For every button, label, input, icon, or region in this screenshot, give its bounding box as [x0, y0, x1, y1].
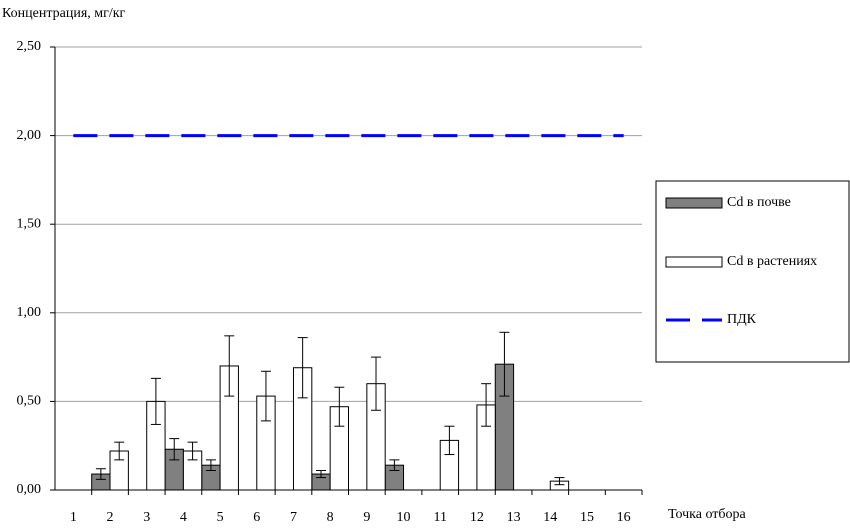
x-tick-label: 7	[290, 510, 297, 525]
x-tick-label: 3	[143, 510, 150, 525]
legend-swatch	[665, 256, 723, 268]
legend-label: Cd в растениях	[727, 254, 817, 269]
x-tick-label: 2	[107, 510, 114, 525]
error-bar	[554, 477, 565, 486]
y-tick-label: 0,00	[17, 482, 42, 497]
error-bar	[187, 441, 198, 461]
x-tick-label: 8	[327, 510, 334, 525]
y-tick-label: 2,50	[17, 39, 42, 54]
y-tick-label: 0,50	[17, 394, 42, 409]
x-tick-label: 1	[70, 510, 77, 525]
x-tick-label: 12	[470, 510, 484, 525]
x-tick-label: 16	[617, 510, 631, 525]
error-bar	[150, 377, 161, 425]
error-bar	[499, 331, 510, 397]
x-tick-label: 13	[507, 510, 521, 525]
error-bar	[444, 425, 455, 456]
x-tick-label: 15	[580, 510, 594, 525]
legend-label: Cd в почве	[727, 195, 791, 210]
legend-label: ПДК	[727, 312, 757, 327]
error-bar	[297, 337, 308, 399]
error-bar	[315, 470, 326, 479]
x-tick-label: 14	[543, 510, 557, 525]
x-tick-label: 4	[180, 510, 187, 525]
legend-box	[655, 180, 850, 363]
legend-swatch	[665, 197, 723, 209]
x-tick-label: 10	[397, 510, 411, 525]
y-tick-label: 2,00	[17, 128, 42, 143]
error-bar	[334, 386, 345, 427]
error-bar	[260, 370, 271, 422]
y-tick-label: 1,00	[17, 305, 42, 320]
error-bar	[481, 383, 492, 427]
error-bar	[114, 441, 125, 461]
error-bar	[224, 335, 235, 397]
y-axis-title: Концентрация, мг/кг	[2, 6, 126, 21]
y-tick-label: 1,50	[17, 216, 42, 231]
x-axis-title: Точка отбора	[668, 507, 747, 522]
error-bar	[389, 459, 400, 472]
x-tick-label: 6	[253, 510, 260, 525]
x-tick-label: 11	[433, 510, 446, 525]
error-bar	[95, 468, 106, 480]
error-bar	[205, 459, 216, 472]
error-bar	[169, 438, 180, 461]
x-tick-label: 9	[363, 510, 370, 525]
error-bar	[371, 356, 382, 411]
x-tick-label: 5	[217, 510, 224, 525]
